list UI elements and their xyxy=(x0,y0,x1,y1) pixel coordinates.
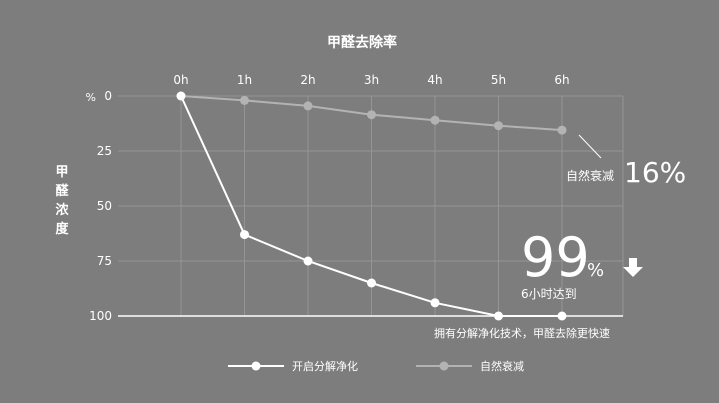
purify-note: 拥有分解净化技术，甲醛去除更快速 xyxy=(434,326,610,340)
data-point xyxy=(430,298,440,308)
x-tick-label: 5h xyxy=(491,73,506,87)
x-tick-label: 6h xyxy=(554,73,569,87)
y-tick-label: 25 xyxy=(97,144,112,158)
y-tick-label: 50 xyxy=(97,199,112,213)
data-point xyxy=(240,230,249,240)
x-tick-label: 4h xyxy=(427,73,442,87)
y-axis-title-char: 甲 xyxy=(55,165,68,180)
data-point xyxy=(557,125,567,135)
data-point xyxy=(176,91,186,101)
y-tick-label: 100 xyxy=(89,309,112,323)
y-tick-labels: 0 25 50 75 100 xyxy=(89,89,112,323)
series-lines xyxy=(176,91,567,321)
natural-callout-line xyxy=(578,134,602,159)
x-tick-label: 2h xyxy=(300,73,315,87)
y-axis-title: 甲醛浓度 xyxy=(55,165,69,237)
purify-time-label: 6小时达到 xyxy=(521,287,577,301)
data-point xyxy=(557,311,567,321)
x-tick-label: 1h xyxy=(237,73,252,87)
y-tick-label: 75 xyxy=(97,254,112,268)
data-point xyxy=(494,121,503,131)
natural-decay-value: 16% xyxy=(624,156,686,189)
y-axis-title-char: 浓 xyxy=(55,202,69,218)
natural-decay-label: 自然衰减 xyxy=(566,168,614,183)
x-tick-labels: 0h 1h 2h 3h 4h 5h 6h xyxy=(173,73,569,87)
data-point xyxy=(303,256,313,266)
legend-swatch-marker xyxy=(251,361,261,371)
data-point xyxy=(240,95,249,105)
x-tick-label: 3h xyxy=(364,73,379,87)
data-point xyxy=(367,278,376,288)
purify-value: 99 xyxy=(521,226,590,289)
legend-label: 开启分解净化 xyxy=(292,359,358,373)
chart-title: 甲醛去除率 xyxy=(327,34,397,51)
y-tick-label: 0 xyxy=(104,89,112,103)
data-point xyxy=(367,110,376,120)
legend: 开启分解净化 自然衰减 xyxy=(228,359,524,373)
data-point xyxy=(303,101,313,111)
data-point xyxy=(430,115,440,125)
legend-swatch-marker xyxy=(439,361,449,371)
x-tick-label: 0h xyxy=(173,73,188,87)
y-unit-label: % xyxy=(86,91,96,104)
down-arrow-icon xyxy=(623,258,643,277)
y-axis-title-char: 醛 xyxy=(55,183,69,199)
legend-label: 自然衰减 xyxy=(480,359,524,373)
y-axis-title-char: 度 xyxy=(55,221,69,237)
purify-unit: % xyxy=(587,260,604,281)
data-point xyxy=(494,311,503,321)
